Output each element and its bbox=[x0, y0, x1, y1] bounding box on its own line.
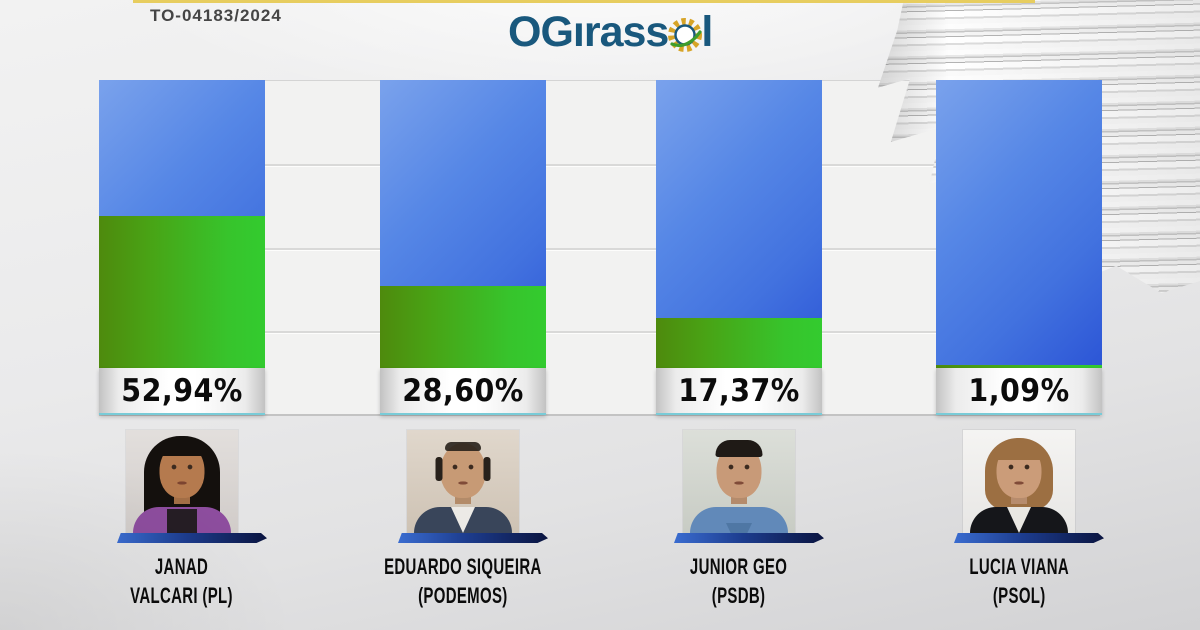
bar-column-junior-geo: 17,37% bbox=[656, 80, 822, 415]
bar-column-lucia-viana: 1,09% bbox=[936, 80, 1102, 415]
candidate-name-line1: EDUARDO SIQUEIRA bbox=[384, 554, 542, 579]
portrait-hair-sides bbox=[435, 457, 491, 483]
candidate-card-junior-geo: JUNIOR GEO (PSDB) bbox=[656, 430, 824, 610]
candidate-name-line2: VALCARI (PL) bbox=[130, 583, 234, 608]
edition-label: TO-04183/2024 bbox=[150, 6, 282, 25]
portrait-hair-front bbox=[994, 439, 1044, 460]
candidate-name-line1: JUNIOR GEO bbox=[690, 554, 788, 579]
top-accent-line bbox=[133, 0, 1035, 3]
bar-track bbox=[936, 80, 1102, 368]
percent-value: 1,09% bbox=[968, 372, 1070, 409]
portrait-face bbox=[1002, 461, 1036, 489]
candidate-name: LUCIA VIANA (PSOL) bbox=[969, 552, 1069, 610]
candidate-name-line1: JANAD bbox=[155, 554, 209, 579]
logo-text-part3: l bbox=[701, 8, 713, 56]
portrait-face bbox=[722, 461, 756, 489]
sunflower-icon bbox=[668, 18, 703, 52]
results-chart-panel bbox=[99, 80, 1100, 416]
party-ribbon bbox=[398, 533, 548, 543]
candidate-name-line2: (PODEMOS) bbox=[418, 583, 508, 608]
party-ribbon bbox=[674, 533, 824, 543]
candidate-card-janad-valcari: JANAD VALCARI (PL) bbox=[99, 430, 267, 610]
bar-track bbox=[380, 80, 546, 368]
gridline-25pct bbox=[99, 330, 1100, 333]
logo-text-part2: ırass bbox=[572, 8, 669, 56]
gridline-50pct bbox=[99, 247, 1100, 250]
candidate-card-lucia-viana: LUCIA VIANA (PSOL) bbox=[936, 430, 1104, 610]
portrait-hair-front bbox=[157, 437, 207, 456]
candidate-name-line2: (PSOL) bbox=[992, 583, 1046, 608]
candidate-photo bbox=[407, 430, 519, 533]
party-ribbon bbox=[117, 533, 267, 543]
bar-column-janad-valcari: 52,94% bbox=[99, 80, 265, 415]
percent-value: 52,94% bbox=[121, 372, 243, 409]
candidate-name-line2: (PSDB) bbox=[712, 583, 766, 608]
portrait-hair-front bbox=[445, 442, 481, 451]
party-ribbon bbox=[954, 533, 1104, 543]
portrait-shirt bbox=[167, 509, 197, 533]
bar-fill bbox=[656, 317, 822, 368]
percent-plate: 17,37% bbox=[656, 368, 822, 415]
bar-track bbox=[99, 80, 265, 368]
logo: OG ırass l bbox=[508, 8, 713, 56]
candidate-name: JUNIOR GEO (PSDB) bbox=[690, 552, 787, 610]
bar-track bbox=[656, 80, 822, 368]
candidate-card-eduardo-siqueira: EDUARDO SIQUEIRA (PODEMOS) bbox=[380, 430, 548, 610]
bar-fill bbox=[380, 285, 546, 368]
percent-value: 17,37% bbox=[678, 372, 800, 409]
gridline-75pct bbox=[99, 164, 1100, 167]
portrait-face bbox=[165, 461, 199, 489]
candidate-photo bbox=[963, 430, 1075, 533]
logo-text-part1: OG bbox=[508, 8, 574, 56]
portrait-shirt bbox=[726, 523, 752, 533]
candidate-name: EDUARDO SIQUEIRA (PODEMOS) bbox=[384, 552, 542, 610]
candidate-name-line1: LUCIA VIANA bbox=[969, 554, 1069, 579]
candidate-photo bbox=[683, 430, 795, 533]
bar-fill bbox=[99, 215, 265, 368]
percent-plate: 1,09% bbox=[936, 368, 1102, 415]
portrait-hair-front bbox=[715, 440, 763, 457]
bar-column-eduardo-siqueira: 28,60% bbox=[380, 80, 546, 415]
candidate-name: JANAD VALCARI (PL) bbox=[131, 552, 234, 610]
bar-fill bbox=[936, 364, 1102, 368]
percent-value: 28,60% bbox=[402, 372, 524, 409]
percent-plate: 52,94% bbox=[99, 368, 265, 415]
portrait-face bbox=[446, 461, 480, 489]
percent-plate: 28,60% bbox=[380, 368, 546, 415]
candidate-photo bbox=[126, 430, 238, 533]
